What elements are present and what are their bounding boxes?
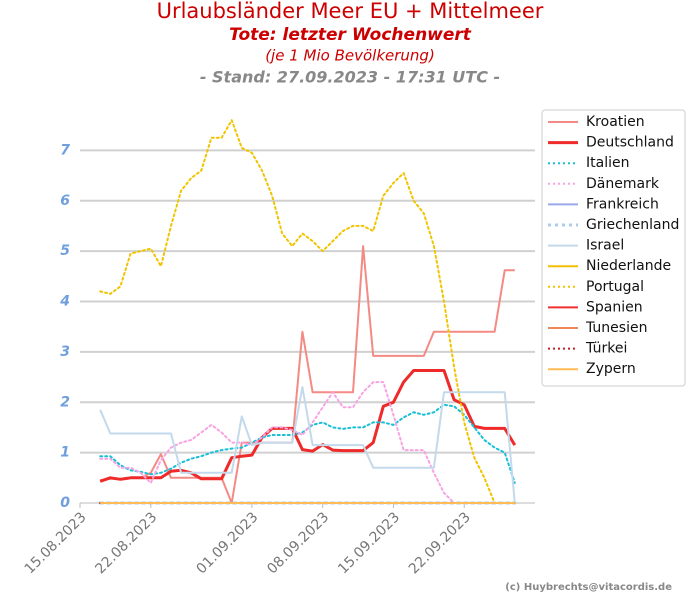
legend-label: Frankreich	[586, 196, 659, 212]
y-tick-label: 3	[60, 344, 70, 360]
subtitle: (je 1 Mio Bevölkerung)	[265, 47, 435, 65]
line	[100, 245, 515, 504]
y-tick-label: 5	[60, 243, 70, 259]
line	[99, 119, 516, 504]
x-tick-label: 08.09.2023	[264, 509, 332, 577]
line	[99, 386, 516, 504]
legend-box	[541, 109, 686, 387]
y-tick-label: 6	[60, 193, 70, 209]
credit: (c) Huybrechts@vitacordis.de	[505, 582, 672, 593]
y-tick-label: 2	[60, 394, 70, 410]
x-tick-label: 22.08.2023	[92, 509, 160, 577]
chart-title: Urlaubsländer Meer EU + Mittelmeer	[157, 0, 544, 23]
y-tick-label: 0	[60, 495, 70, 511]
subtitle: Tote: letzter Wochenwert	[229, 25, 472, 45]
x-tick-label: 15.09.2023	[335, 509, 403, 577]
y-tick-label: 1	[60, 445, 70, 461]
legend-label: Zypern	[586, 361, 636, 377]
legend-label: Niederlande	[586, 258, 671, 274]
legend-label: Portugal	[586, 279, 644, 295]
legend-label: Israel	[586, 238, 624, 254]
line	[99, 369, 517, 483]
legend-label: Deutschland	[586, 135, 674, 151]
y-tick-label: 7	[60, 142, 70, 158]
subtitle: - Stand: 27.09.2023 - 17:31 UTC -	[200, 68, 500, 87]
legend-label: Dänemark	[586, 176, 660, 192]
legend-label: Tunesien	[585, 320, 647, 336]
y-tick-label: 4	[59, 294, 70, 310]
legend-label: Italien	[586, 155, 629, 171]
legend-label: Griechenland	[586, 217, 679, 233]
legend-label: Kroatien	[586, 114, 645, 130]
x-tick-label: 01.09.2023	[194, 509, 262, 577]
line	[99, 381, 516, 504]
x-tick-label: 22.09.2023	[406, 509, 474, 577]
legend-label: Türkei	[585, 341, 627, 357]
legend-label: Spanien	[586, 299, 643, 315]
x-tick-label: 15.08.2023	[22, 509, 90, 577]
